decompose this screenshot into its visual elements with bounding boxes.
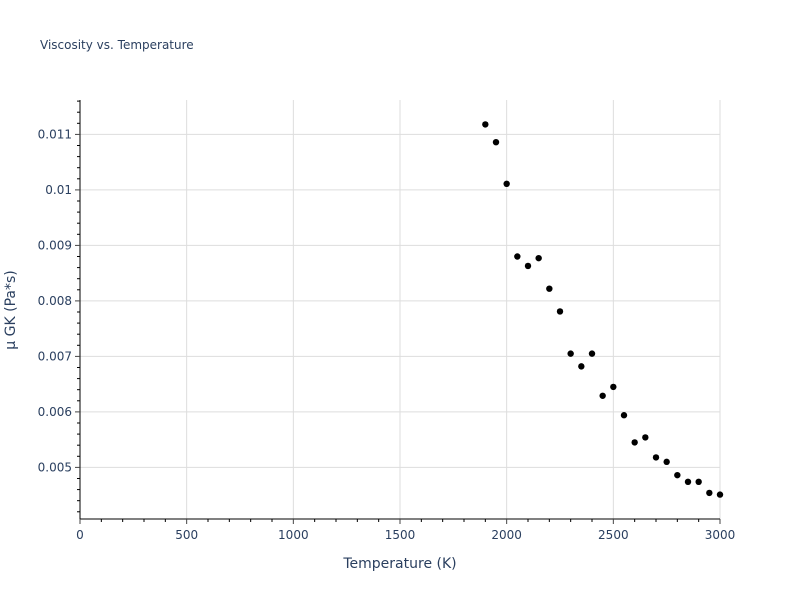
data-point[interactable] (578, 363, 585, 370)
data-point[interactable] (674, 471, 681, 479)
data-point[interactable] (599, 392, 606, 399)
gridlines (80, 100, 721, 519)
y-tick-label: 0.008 (38, 294, 72, 308)
y-tick-label: 0.005 (38, 460, 72, 474)
x-tick-label: 1500 (385, 528, 416, 542)
x-tick-label: 2500 (598, 528, 629, 542)
data-point[interactable] (588, 350, 596, 357)
y-tick-label: 0.01 (45, 183, 72, 197)
x-tick-label: 0 (76, 528, 84, 542)
data-point[interactable] (546, 285, 553, 292)
data-point[interactable] (620, 412, 628, 419)
data-point[interactable] (514, 253, 521, 260)
data-point[interactable] (503, 180, 510, 187)
y-tick-label: 0.011 (38, 127, 72, 141)
data-point[interactable] (535, 254, 542, 262)
data-points (482, 121, 724, 498)
x-tick-label: 1000 (278, 528, 309, 542)
y-tick-label: 0.007 (38, 349, 72, 363)
chart-title: Viscosity vs. Temperature (40, 38, 194, 52)
data-point[interactable] (567, 350, 574, 357)
data-point[interactable] (652, 454, 660, 461)
y-tick-label: 0.006 (38, 405, 72, 419)
y-tick-label: 0.009 (38, 238, 72, 252)
data-point[interactable] (695, 478, 702, 486)
y-axis-title: μ GK (Pa*s) (3, 270, 19, 349)
x-tick-label: 2000 (491, 528, 522, 542)
data-point[interactable] (556, 308, 564, 315)
data-point[interactable] (631, 439, 638, 446)
data-point[interactable] (642, 434, 649, 441)
data-point[interactable] (716, 491, 724, 498)
data-point[interactable] (482, 121, 489, 128)
y-axis-ticks: 0.005 0.006 0.007 0.008 0.009 0.01 0.011 (38, 100, 80, 513)
x-tick-label: 3000 (705, 528, 736, 542)
data-point[interactable] (610, 383, 617, 391)
data-point[interactable] (684, 478, 692, 486)
data-point[interactable] (706, 489, 713, 497)
x-axis-title: Temperature (K) (342, 556, 456, 572)
data-point[interactable] (663, 458, 670, 466)
x-tick-label: 500 (175, 528, 198, 542)
data-point[interactable] (524, 262, 532, 270)
x-axis-ticks: 0 500 1000 1500 2000 2500 3000 (76, 519, 735, 542)
data-point[interactable] (492, 138, 500, 146)
